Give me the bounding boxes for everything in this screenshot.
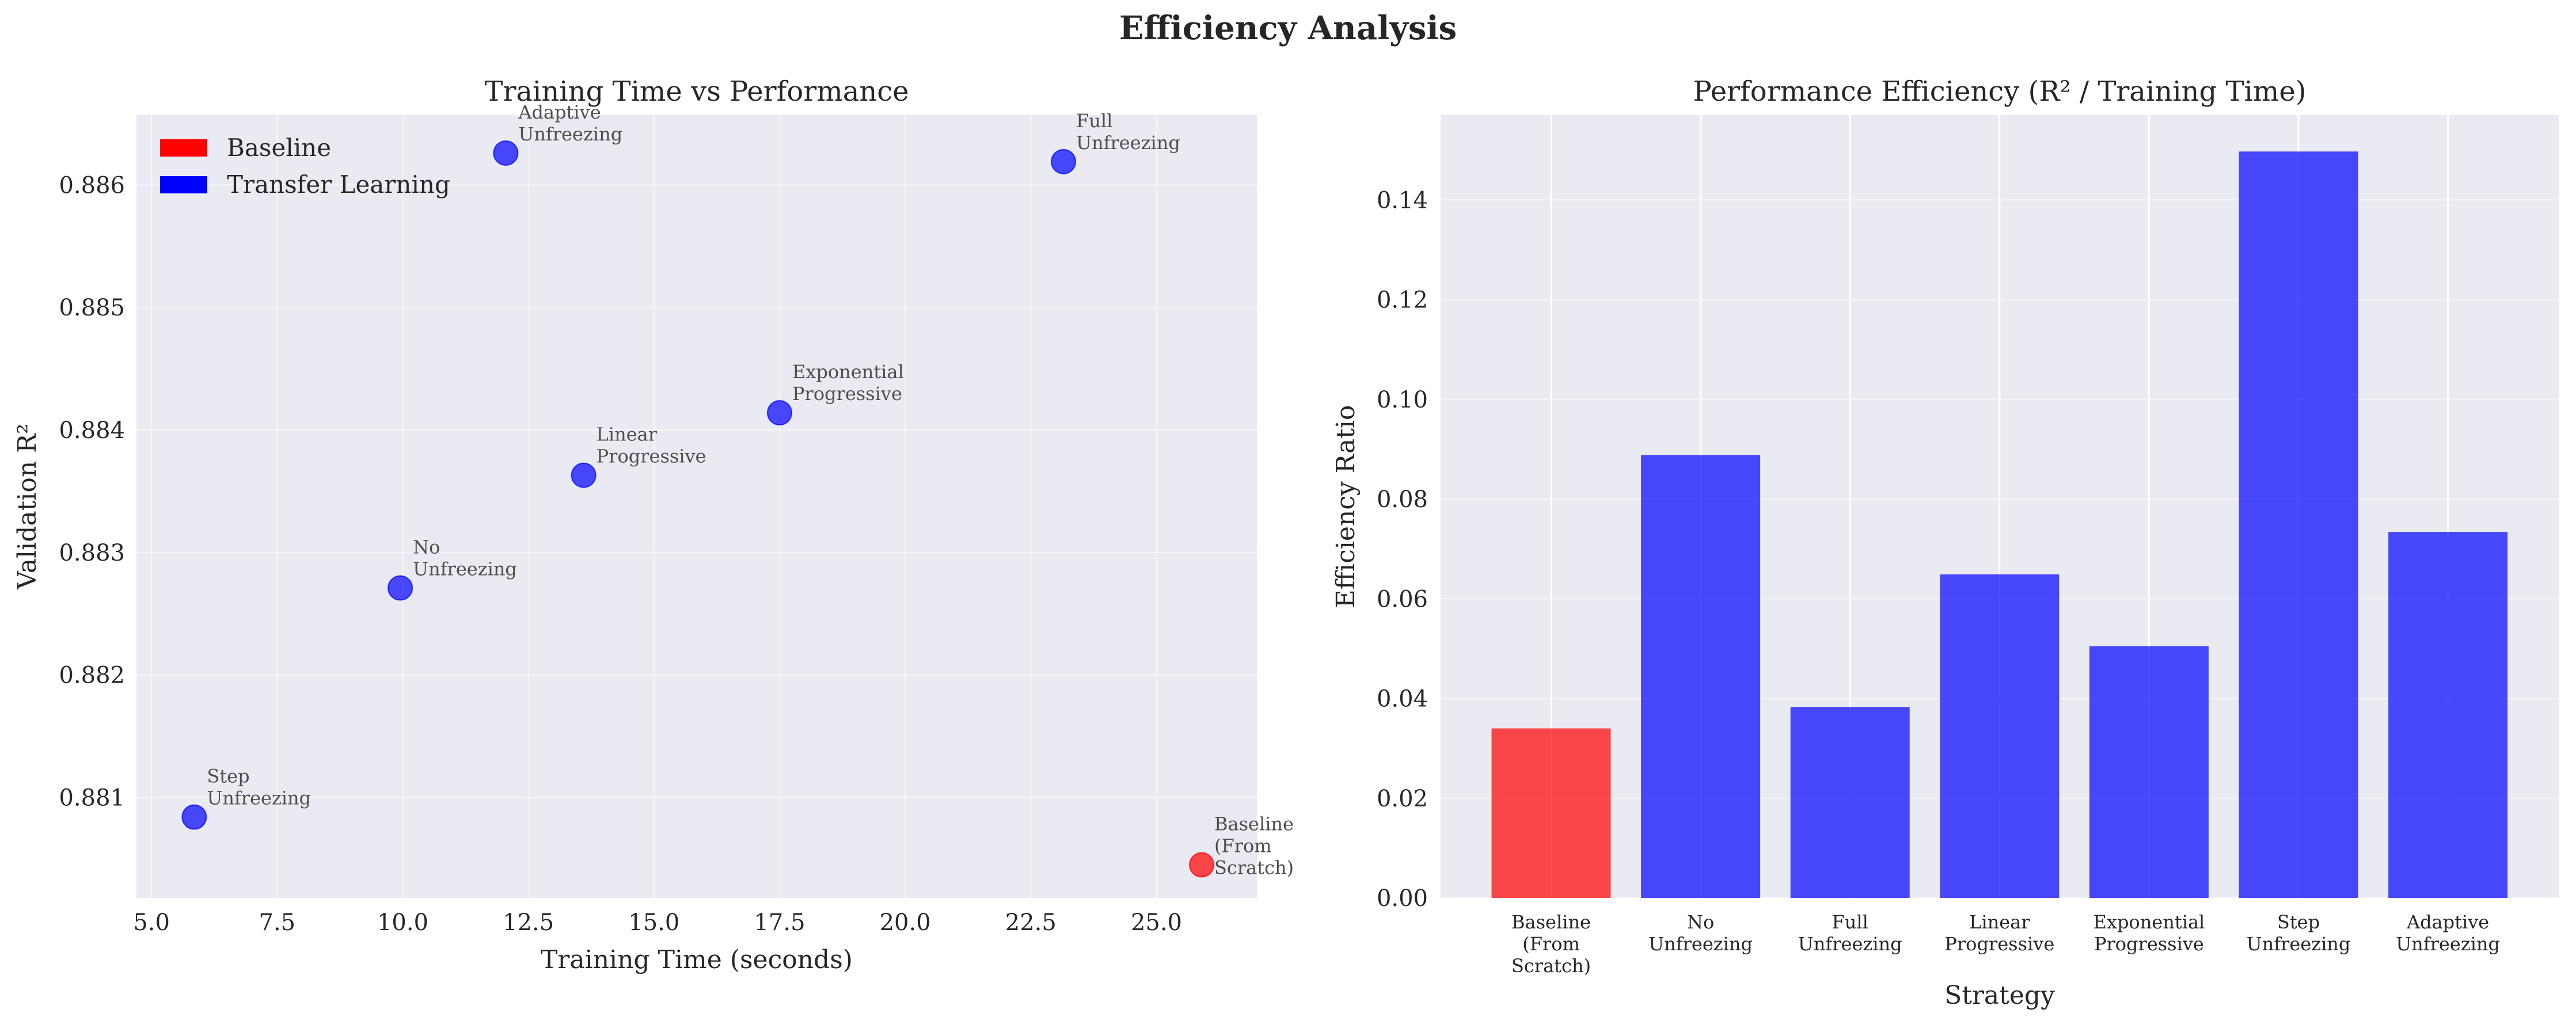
bar: [1491, 728, 1611, 898]
bar: [1641, 455, 1761, 898]
x-tick-label: Baseline (From Scratch): [1511, 911, 1591, 977]
point-annotation-line: Unfreezing: [518, 123, 622, 145]
y-tick-label: 0.00: [1377, 885, 1428, 912]
point-annotation: No Unfreezing: [413, 536, 517, 580]
plot-area: [136, 115, 1257, 898]
x-tick-label-line: Progressive: [1944, 933, 2054, 955]
figure-title: Efficiency Analysis: [1119, 9, 1457, 47]
point-annotation-line: Baseline: [1214, 813, 1294, 835]
chart-title: Performance Efficiency (R² / Training Ti…: [1693, 75, 2307, 108]
y-tick-label: 0.04: [1377, 686, 1428, 713]
scatter-panel: 5.0 7.5 10.0 12.5 15.0 17.5 20.0 22.5 25.0 0.881 0…: [13, 75, 1294, 974]
x-tick-label: Full Unfreezing: [1798, 911, 1902, 955]
x-tick-label: 7.5: [259, 909, 296, 936]
y-tick-label: 0.883: [59, 540, 125, 566]
bar: [1790, 707, 1910, 898]
point-annotation: Baseline (From Scratch): [1214, 813, 1294, 879]
scatter-point: [1051, 149, 1077, 174]
legend-swatch: [160, 139, 207, 157]
point-annotation: Linear Progressive: [596, 424, 706, 467]
scatter-point: [766, 400, 792, 426]
x-tick-label: 10.0: [377, 909, 428, 936]
x-tick-label: Exponential Progressive: [2094, 911, 2205, 955]
x-tick-label: 25.0: [1131, 909, 1182, 936]
y-axis-label: Efficiency Ratio: [1331, 405, 1361, 608]
point-annotation-line: Unfreezing: [207, 787, 311, 809]
scatter-point: [571, 462, 596, 488]
y-tick-label: 0.14: [1377, 187, 1428, 214]
y-tick-label: 0.884: [59, 417, 125, 444]
x-axis-label: Strategy: [1944, 981, 2055, 1010]
x-tick-label: Linear Progressive: [1944, 911, 2054, 955]
bar: [2388, 532, 2508, 898]
x-tick-label-line: (From: [1522, 933, 1580, 955]
y-tick-label: 0.02: [1377, 786, 1428, 812]
point-annotation-line: Full: [1076, 110, 1112, 132]
x-tick-label: 15.0: [628, 909, 679, 936]
y-tick-label: 0.881: [59, 785, 125, 811]
x-tick-label-line: Unfreezing: [1798, 933, 1902, 955]
point-annotation-line: Linear: [596, 424, 658, 446]
scatter-point: [387, 575, 413, 601]
y-tick-label: 0.12: [1377, 287, 1428, 314]
x-tick-label-line: Full: [1832, 911, 1868, 933]
point-annotation-line: Progressive: [792, 383, 902, 405]
x-tick-label: 5.0: [133, 909, 170, 936]
legend-label: Transfer Learning: [227, 170, 450, 199]
legend-label: Baseline: [227, 134, 331, 162]
bar-panel: 0.00 0.02 0.04 0.06 0.08 0.10 0.12 0.14 Baseline…: [1331, 75, 2559, 1010]
x-tick-label-line: Linear: [1969, 911, 2030, 933]
x-tick-label: No Unfreezing: [1648, 911, 1753, 955]
point-annotation-line: Exponential: [792, 361, 904, 383]
x-tick-label-line: Unfreezing: [1648, 933, 1753, 955]
y-tick-label: 0.886: [59, 172, 125, 199]
legend-swatch: [160, 176, 207, 193]
x-tick-label: Step Unfreezing: [2247, 911, 2351, 955]
bar: [1940, 574, 2060, 898]
chart-title: Training Time vs Performance: [484, 75, 909, 108]
y-tick-label: 0.08: [1377, 486, 1428, 513]
x-tick-label-line: Exponential: [2094, 911, 2205, 933]
bar: [2239, 151, 2358, 898]
x-tick-label: 12.5: [503, 909, 554, 936]
point-annotation-line: Unfreezing: [413, 558, 517, 580]
y-tick-label: 0.885: [59, 295, 125, 321]
y-axis-label: Validation R²: [13, 424, 42, 590]
x-tick-label: Adaptive Unfreezing: [2396, 911, 2500, 955]
point-annotation: Step Unfreezing: [207, 766, 311, 809]
scatter-point: [493, 140, 519, 166]
x-tick-label-line: Step: [2277, 911, 2320, 933]
y-tick-label: 0.882: [59, 663, 125, 689]
point-annotation-line: No: [413, 536, 440, 558]
scatter-point: [181, 804, 207, 830]
x-tick-label-line: Progressive: [2094, 933, 2204, 955]
x-tick-label-line: No: [1687, 911, 1714, 933]
point-annotation: Adaptive Unfreezing: [518, 101, 622, 145]
point-annotation: Full Unfreezing: [1076, 110, 1180, 154]
point-annotation-line: Progressive: [596, 446, 706, 467]
x-tick-label-line: Unfreezing: [2396, 933, 2500, 955]
y-tick-label: 0.06: [1377, 586, 1428, 612]
x-tick-label-line: Adaptive: [2406, 911, 2489, 933]
x-axis-label: Training Time (seconds): [541, 945, 853, 974]
x-tick-label-line: Unfreezing: [2247, 933, 2351, 955]
scatter-point: [1189, 852, 1215, 878]
x-tick-label: 20.0: [880, 909, 931, 936]
point-annotation: Exponential Progressive: [792, 361, 904, 405]
x-tick-label-line: Baseline: [1511, 911, 1591, 933]
x-tick-label: 22.5: [1005, 909, 1057, 936]
point-annotation-line: Adaptive: [518, 101, 601, 123]
point-annotation-line: (From: [1214, 835, 1272, 857]
y-tick-label: 0.10: [1377, 387, 1428, 413]
x-tick-label-line: Scratch): [1511, 955, 1591, 977]
x-tick-label: 17.5: [754, 909, 805, 936]
point-annotation-line: Unfreezing: [1076, 132, 1180, 154]
bar: [2089, 646, 2209, 898]
point-annotation-line: Scratch): [1214, 857, 1294, 879]
point-annotation-line: Step: [207, 766, 249, 787]
